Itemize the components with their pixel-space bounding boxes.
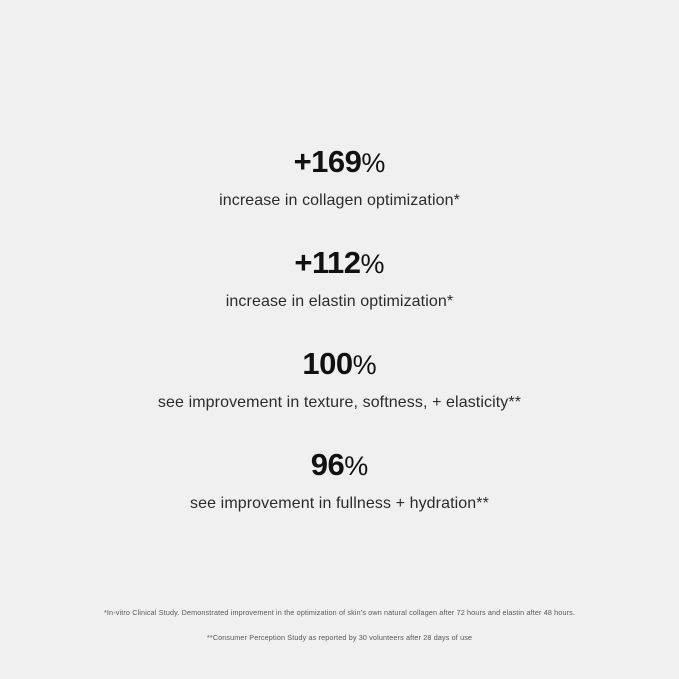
stat-value-texture: 100% — [0, 348, 679, 379]
stat-number-fullness: 96 — [310, 447, 345, 482]
percent-symbol-collagen: % — [361, 148, 386, 178]
stat-value-elastin: +112% — [0, 247, 679, 278]
stat-block-fullness: 96% see improvement in fullness + hydrat… — [0, 449, 679, 514]
stat-block-texture: 100% see improvement in texture, softnes… — [0, 348, 679, 413]
percent-symbol-elastin: % — [360, 249, 385, 279]
percent-symbol-texture: % — [352, 350, 377, 380]
percent-symbol-fullness: % — [344, 451, 369, 481]
stat-label-collagen: increase in collagen optimization* — [219, 192, 460, 209]
stat-block-collagen: +169% increase in collagen optimization* — [0, 146, 679, 211]
footnotes: *In-vitro Clinical Study. Demonstrated i… — [0, 608, 679, 643]
footnote-consumer-study: **Consumer Perception Study as reported … — [206, 633, 473, 643]
footnote-clinical-study: *In-vitro Clinical Study. Demonstrated i… — [103, 608, 576, 617]
stat-label-texture: see improvement in texture, softness, + … — [157, 394, 522, 411]
stat-value-collagen: +169% — [0, 146, 679, 177]
stat-value-fullness: 96% — [0, 449, 679, 480]
stat-label-fullness: see improvement in fullness + hydration*… — [190, 495, 489, 512]
stat-number-texture: 100 — [302, 346, 353, 381]
stat-number-elastin: +112 — [294, 245, 361, 280]
stat-number-collagen: +169 — [293, 144, 362, 179]
statistics-list: +169% increase in collagen optimization*… — [0, 146, 679, 514]
stat-block-elastin: +112% increase in elastin optimization* — [0, 247, 679, 312]
stat-label-elastin: increase in elastin optimization* — [225, 293, 454, 310]
